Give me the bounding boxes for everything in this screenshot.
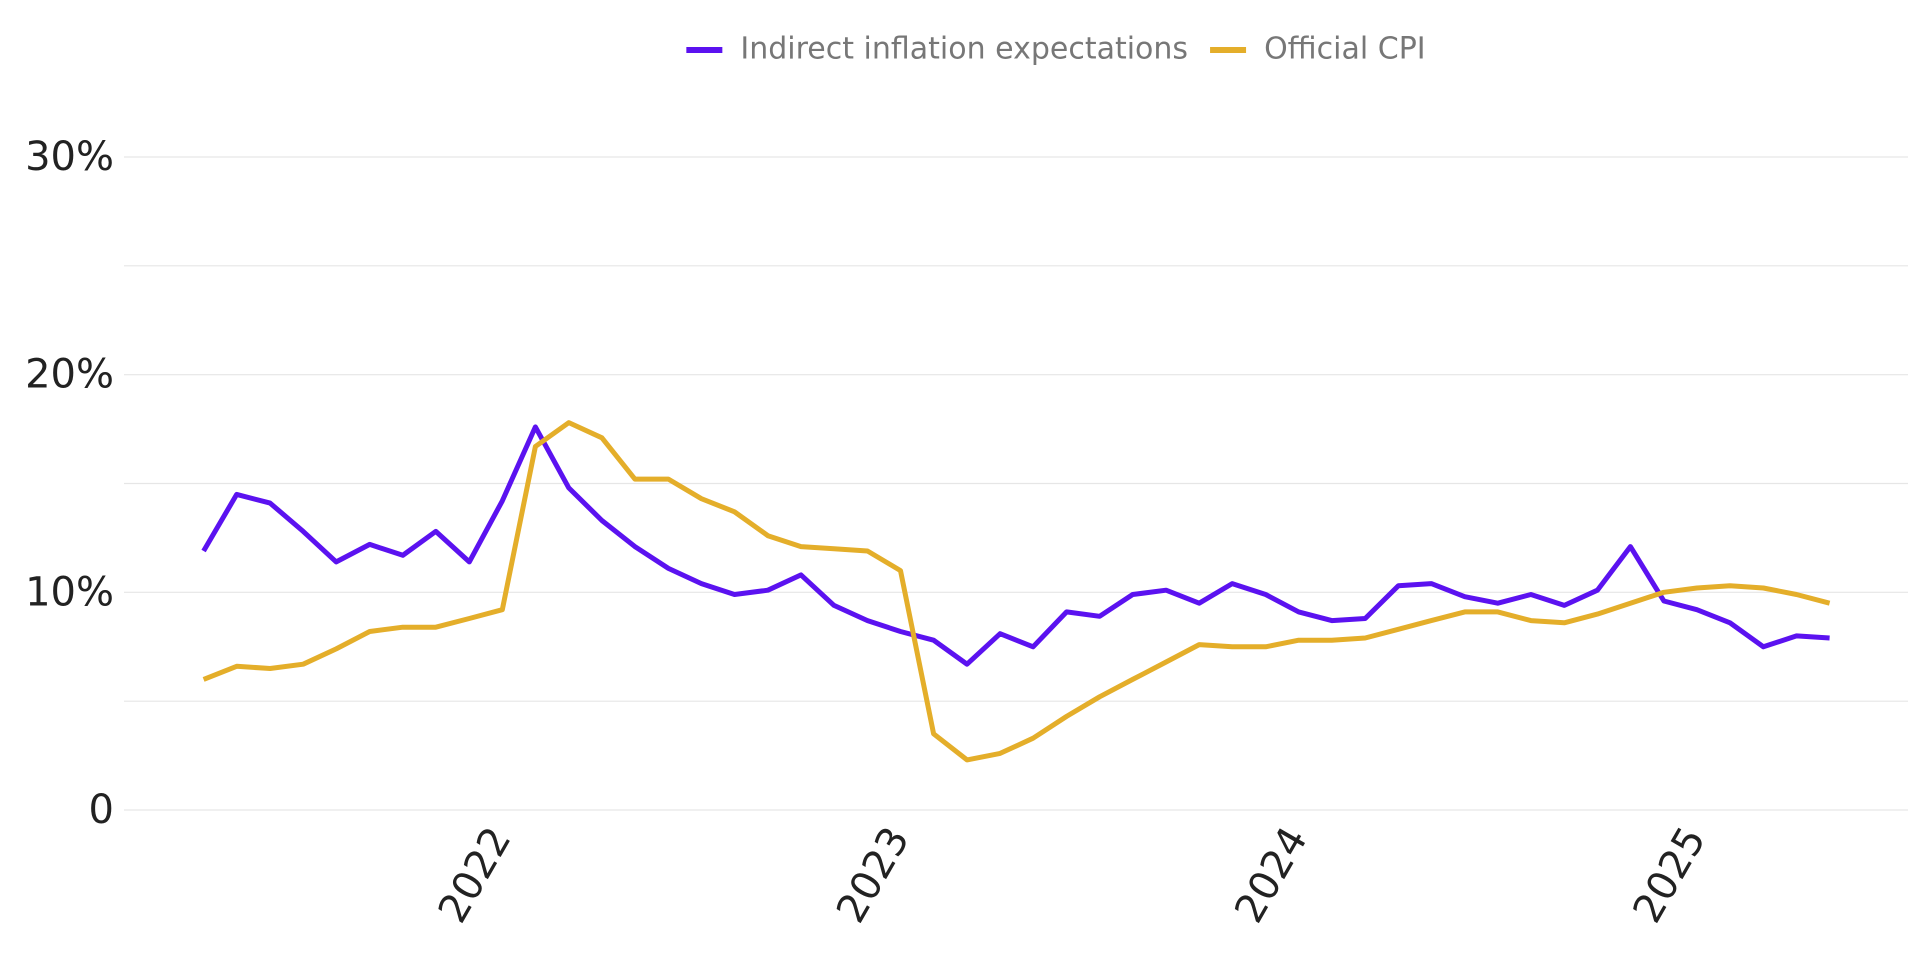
y-tick-label: 0 [89, 787, 114, 833]
legend-label: Official CPI [1264, 32, 1426, 67]
legend-label: Indirect inflation expectations [740, 32, 1188, 67]
legend: Indirect inflation expectations Official … [686, 32, 1426, 67]
y-tick-label: 10% [25, 569, 114, 615]
series-line [201, 424, 1830, 667]
x-tick-label: 2022 [430, 820, 521, 931]
series-line [202, 420, 1831, 763]
y-tick-label: 30% [25, 134, 114, 180]
x-tick-label: 2023 [828, 820, 919, 931]
y-tick-label: 20% [25, 352, 114, 398]
x-tick-label: 2024 [1226, 820, 1317, 931]
x-tick-label: 2025 [1624, 820, 1715, 931]
